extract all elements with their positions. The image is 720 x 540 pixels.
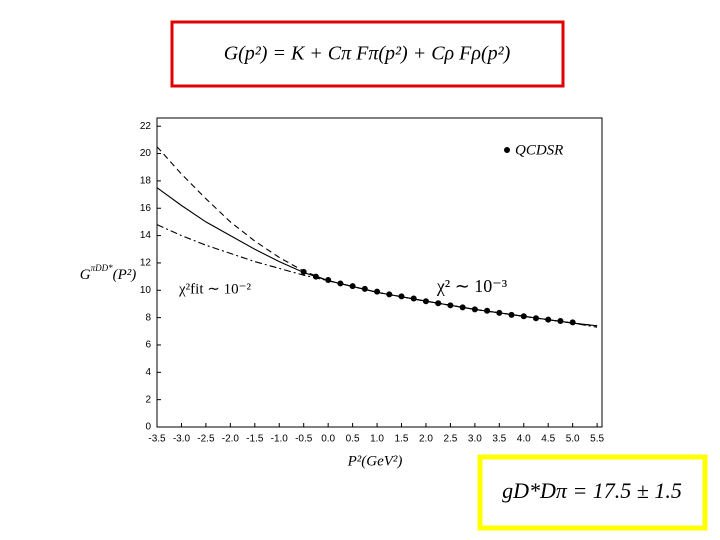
y-tick-label: 10 [140, 285, 152, 296]
x-tick-label: -1.5 [246, 434, 264, 445]
x-tick-label: 4.5 [541, 434, 555, 445]
x-tick-label: -2.5 [197, 434, 215, 445]
y-label-sup: πDD* [91, 263, 114, 273]
data-point [508, 311, 515, 318]
y-tick-label: 12 [140, 258, 152, 269]
y-axis-label: GπDD*(P²) [80, 263, 137, 283]
data-point [422, 298, 429, 305]
y-tick-label: 14 [140, 230, 152, 241]
y-tick-label: 8 [145, 312, 151, 323]
y-tick-label: 16 [140, 203, 152, 214]
data-point [386, 291, 393, 298]
y-tick-label: 20 [140, 148, 152, 159]
data-point [398, 293, 405, 300]
formula: G(p²) = K + Cπ Fπ(p²) + Cρ Fρ(p²) [224, 43, 511, 65]
curve [156, 224, 598, 328]
result-formula: gD*Dπ = 17.5 ± 1.5 [502, 478, 682, 503]
plot-frame [156, 117, 603, 428]
y-label-rest: (P²) [113, 267, 137, 283]
y-tick-label: 6 [145, 340, 151, 351]
formula-box [170, 20, 565, 88]
data-point [325, 277, 332, 284]
y-tick-label: 0 [145, 422, 151, 433]
x-tick-label: 1.5 [395, 434, 409, 445]
x-tick-label: -1.0 [271, 434, 289, 445]
x-tick-label: 3.5 [492, 434, 506, 445]
x-tick-label: -3.5 [148, 434, 166, 445]
x-tick-label: 4.0 [517, 434, 531, 445]
data-point [459, 304, 466, 311]
annotation: χ² ∼ 10⁻³ [436, 276, 508, 296]
x-tick-label: 0.0 [321, 434, 335, 445]
x-tick-label: 2.5 [443, 434, 457, 445]
result-box [477, 454, 708, 531]
data-point [300, 268, 307, 275]
data-point [361, 285, 368, 292]
data-point [410, 295, 417, 302]
data-point [337, 280, 344, 287]
x-tick-label: 2.0 [419, 434, 433, 445]
x-tick-label: 5.0 [566, 434, 580, 445]
legend-label: QCDSR [515, 142, 563, 158]
data-point [312, 273, 319, 280]
curve [156, 187, 598, 327]
data-point [484, 307, 491, 314]
x-tick-label: 5.5 [590, 434, 604, 445]
x-tick-label: 1.0 [370, 434, 384, 445]
data-point [349, 283, 356, 290]
curve [156, 146, 598, 327]
annotation: χ²fit ∼ 10⁻² [178, 281, 251, 297]
data-point [532, 315, 539, 322]
data-point [435, 300, 442, 307]
data-point [569, 319, 576, 326]
x-axis-label: P²(GeV²) [347, 453, 403, 469]
y-tick-label: 4 [145, 367, 151, 378]
x-tick-label: -0.5 [295, 434, 313, 445]
data-point [447, 302, 454, 309]
legend-marker [504, 147, 510, 153]
data-point [557, 318, 564, 325]
y-tick-label: 2 [145, 394, 151, 405]
data-point [471, 306, 478, 313]
x-tick-label: 0.5 [346, 434, 360, 445]
data-point [545, 316, 552, 323]
data-point [374, 288, 381, 295]
y-tick-label: 22 [140, 121, 152, 132]
x-tick-label: -3.0 [173, 434, 191, 445]
y-tick-label: 18 [140, 176, 152, 187]
x-tick-label: -2.0 [222, 434, 240, 445]
x-tick-label: 3.0 [468, 434, 482, 445]
data-point [496, 309, 503, 316]
y-label-base: G [80, 267, 91, 283]
data-point [520, 313, 527, 320]
